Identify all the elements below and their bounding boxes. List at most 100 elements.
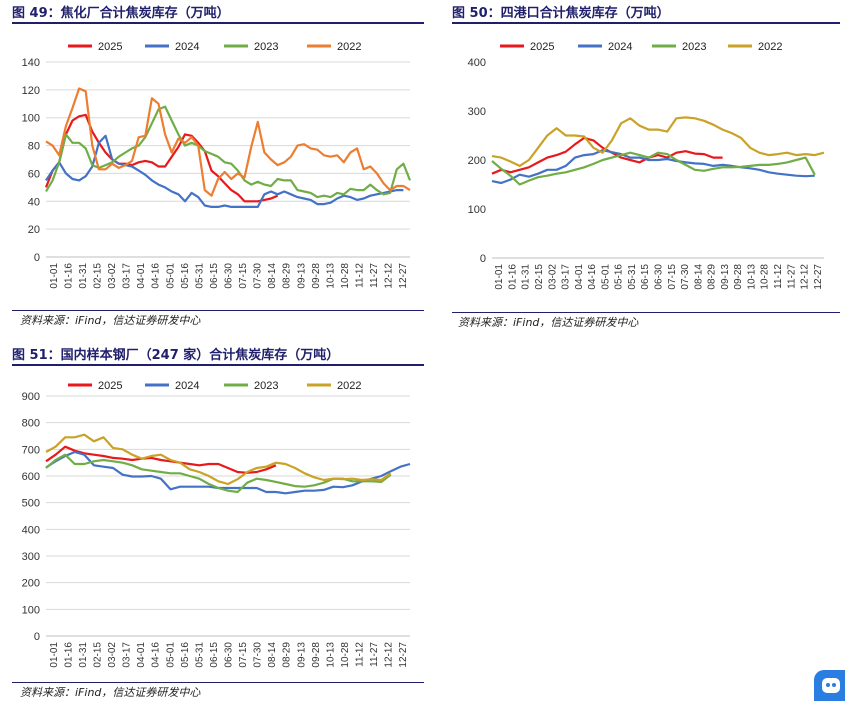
series-line-2025 (44, 113, 279, 203)
x-tick-label: 12-27 (813, 264, 824, 290)
x-tick-label: 01-31 (78, 263, 89, 289)
x-tick-label: 01-31 (521, 264, 532, 290)
chat-assistant-button[interactable] (814, 670, 845, 701)
x-tick-label: 08-29 (282, 263, 293, 289)
x-tick-label: 12-12 (384, 642, 395, 668)
x-tick-label: 06-15 (209, 642, 220, 668)
legend-label: 2022 (758, 41, 782, 53)
x-tick-label: 05-31 (194, 642, 205, 668)
x-tick-label: 04-16 (587, 264, 598, 290)
y-tick-label: 200 (468, 155, 486, 167)
x-tick-label: 09-13 (720, 264, 731, 290)
x-tick-label: 06-30 (224, 263, 235, 289)
x-tick-label: 09-28 (311, 642, 322, 668)
chat-bubble-icon (822, 678, 840, 693)
source-note: 资料来源：iFind，信达证券研发中心 (20, 686, 201, 699)
title-rule (12, 364, 424, 366)
x-tick-label: 05-16 (180, 642, 191, 668)
series-line-2024 (45, 450, 411, 495)
chart-title: 图 51：国内样本钢厂（247 家）合计焦炭库存（万吨） (12, 348, 340, 363)
y-tick-label: 100 (22, 604, 40, 616)
source-rule (12, 682, 424, 683)
x-tick-label: 06-15 (209, 263, 220, 289)
series-line-2023 (491, 151, 816, 186)
series-line-2022 (45, 87, 411, 197)
legend-label: 2023 (682, 41, 706, 53)
x-tick-label: 01-01 (494, 264, 505, 290)
x-tick-label: 04-01 (136, 642, 147, 668)
x-tick-label: 10-28 (340, 263, 351, 289)
x-tick-label: 07-30 (680, 264, 691, 290)
source-note: 资料来源：iFind，信达证券研发中心 (20, 314, 201, 327)
x-tick-label: 09-13 (296, 642, 307, 668)
x-tick-label: 12-27 (398, 642, 409, 668)
y-tick-label: 600 (22, 471, 40, 483)
x-tick-label: 04-16 (151, 263, 162, 289)
y-tick-label: 200 (22, 578, 40, 590)
source-note: 资料来源：iFind，信达证券研发中心 (458, 316, 639, 329)
chart-title: 图 49：焦化厂合计焦炭库存（万吨） (12, 6, 230, 21)
legend-label: 2023 (254, 380, 278, 392)
x-tick-label: 08-29 (282, 642, 293, 668)
chart-fig49: 0 20 40 60 80 100 120 140 01-01 01-16 01-31 02-15 03… (22, 41, 412, 289)
x-tick-label: 10-13 (325, 263, 336, 289)
source-rule (12, 310, 424, 311)
series-line-2022 (45, 433, 392, 486)
x-tick-label: 08-14 (267, 263, 278, 289)
y-tick-label: 120 (22, 85, 40, 97)
legend-label: 2025 (98, 41, 122, 53)
x-tick-label: 02-15 (92, 263, 103, 289)
x-tick-label: 05-31 (627, 264, 638, 290)
title-rule (12, 22, 424, 24)
y-tick-label: 900 (22, 391, 40, 403)
x-tick-label: 12-12 (384, 263, 395, 289)
legend-label: 2024 (175, 380, 199, 392)
series-line-2022 (491, 116, 825, 167)
x-tick-label: 05-31 (194, 263, 205, 289)
y-tick-label: 700 (22, 444, 40, 456)
x-tick-label: 06-30 (224, 642, 235, 668)
y-tick-label: 0 (34, 252, 40, 264)
y-tick-label: 300 (22, 551, 40, 563)
x-tick-label: 05-16 (180, 263, 191, 289)
x-tick-label: 11-27 (369, 263, 380, 288)
x-tick-label: 01-31 (78, 642, 89, 668)
x-tick-label: 11-27 (786, 264, 797, 289)
legend-label: 2024 (608, 41, 632, 53)
legend-label: 2025 (98, 380, 122, 392)
chart-title: 图 50：四港口合计焦炭库存（万吨） (452, 6, 670, 21)
y-tick-label: 140 (22, 57, 40, 69)
x-tick-label: 03-17 (561, 264, 572, 290)
chart-fig50: 0 100 200 300 400 01-01 01-16 01-31 02-15 03-02 03… (468, 41, 825, 290)
legend-label: 2024 (175, 41, 199, 53)
series-line-2025 (45, 445, 277, 474)
y-tick-label: 300 (468, 106, 486, 118)
x-tick-label: 02-15 (534, 264, 545, 290)
x-tick-label: 01-01 (49, 642, 60, 668)
x-tick-label: 04-01 (136, 263, 147, 289)
x-tick-label: 03-17 (122, 263, 133, 289)
y-tick-label: 20 (28, 224, 40, 236)
legend-label: 2025 (530, 41, 554, 53)
x-tick-label: 01-16 (63, 263, 74, 289)
x-tick-label: 05-16 (614, 264, 625, 290)
x-tick-label: 12-27 (398, 263, 409, 289)
y-tick-label: 100 (468, 204, 486, 216)
series-line-2024 (491, 149, 815, 185)
y-tick-label: 800 (22, 418, 40, 430)
x-tick-label: 10-28 (340, 642, 351, 668)
y-tick-label: 100 (22, 113, 40, 125)
legend-label: 2022 (337, 41, 361, 53)
x-tick-label: 07-30 (253, 263, 264, 289)
x-tick-label: 07-15 (238, 263, 249, 289)
chart-fig51: 0 100 200 300 400 500 600 700 800 900 01-01 01-16 01… (22, 380, 411, 668)
x-tick-label: 01-01 (49, 263, 60, 289)
x-tick-label: 10-28 (760, 264, 771, 290)
x-tick-label: 08-29 (707, 264, 718, 290)
series-line-2023 (45, 105, 412, 199)
x-tick-label: 11-12 (355, 642, 366, 667)
x-tick-label: 11-27 (369, 642, 380, 667)
y-tick-label: 40 (28, 196, 40, 208)
x-tick-label: 07-15 (238, 642, 249, 668)
x-tick-label: 05-01 (165, 263, 176, 289)
